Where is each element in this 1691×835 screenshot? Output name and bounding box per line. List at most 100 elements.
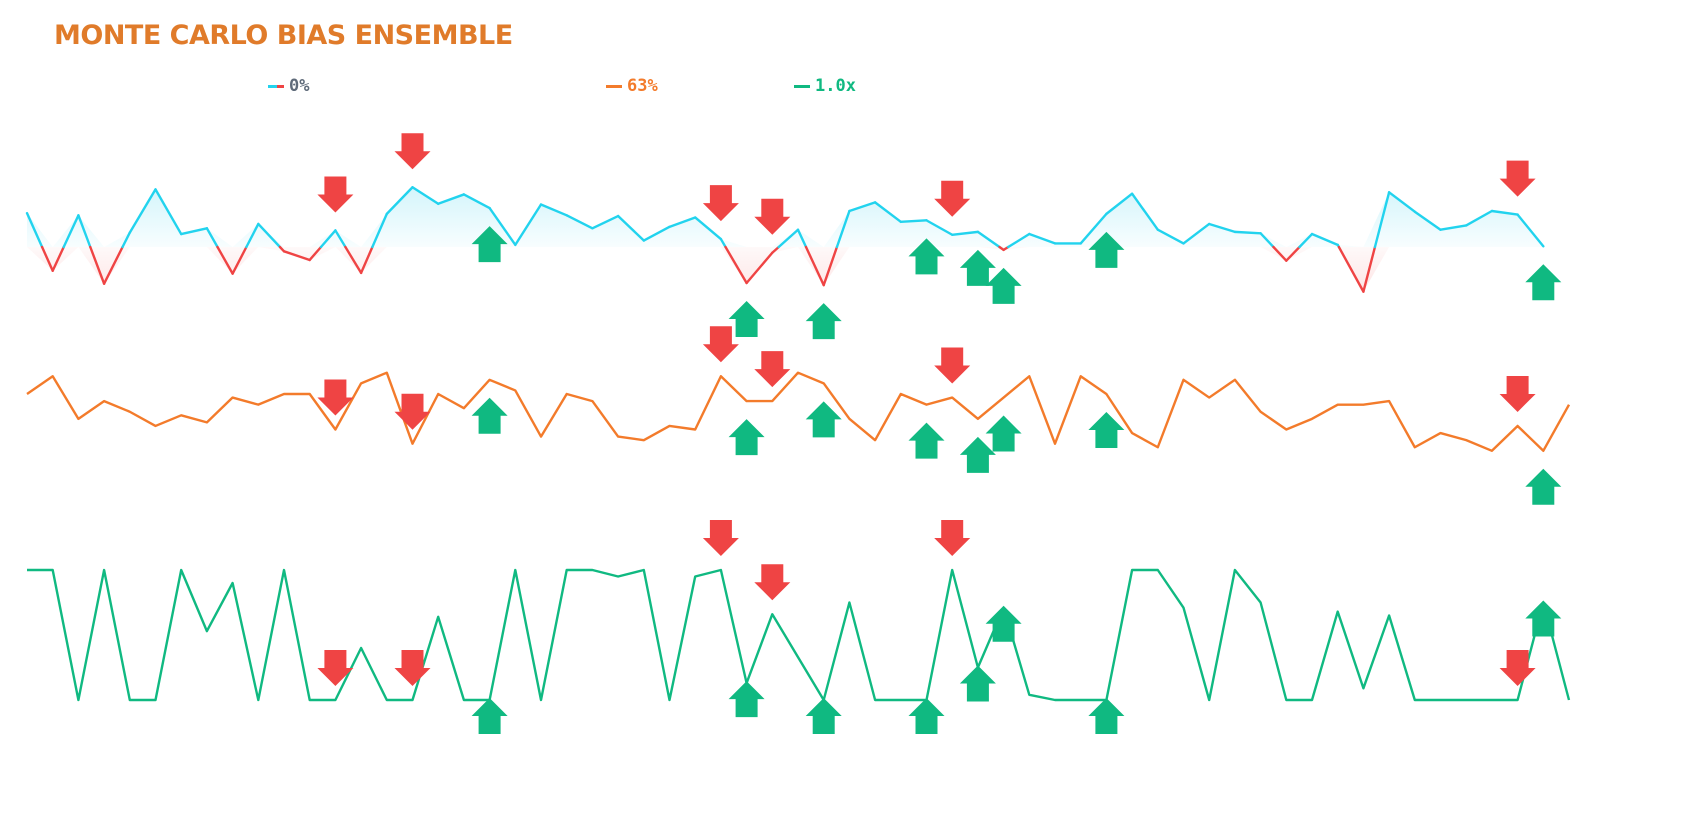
scale-up-arrow-icon: [1088, 698, 1125, 734]
bias-line-segment: [371, 212, 388, 249]
bias-line-segment: [1490, 209, 1519, 216]
pct-up-arrow-icon: [728, 419, 765, 456]
bias-down-arrow-icon: [317, 176, 354, 213]
bias-line-segment: [1387, 191, 1417, 213]
bias-line-segment: [1259, 232, 1275, 249]
bias-line-segment: [591, 214, 620, 230]
pct-series-line: [26, 371, 1571, 452]
pct-down-arrow-icon: [1499, 375, 1536, 412]
pct-up-arrow-icon: [1525, 468, 1562, 505]
bias-line-segment: [804, 245, 825, 287]
bias-line-segment: [745, 251, 774, 285]
bias-line-segment: [319, 229, 337, 249]
legend-swatch-scale-icon: [794, 84, 810, 88]
bias-line-segment: [1028, 232, 1057, 245]
bias-positive-area: [27, 187, 1544, 247]
scale-down-arrow-icon: [1499, 650, 1536, 686]
legend-item-pct[interactable]: 63%: [606, 76, 658, 96]
page-title: MONTE CARLO BIAS ENSEMBLE: [54, 20, 513, 51]
pct-up-arrow-icon: [959, 436, 996, 473]
legend-label-pct: 63%: [627, 76, 658, 96]
bias-down-arrow-icon: [754, 198, 791, 235]
bias-up-arrow-icon: [1525, 264, 1562, 301]
scale-series-line: [27, 568, 1571, 702]
bias-line-segment: [385, 186, 414, 216]
bias-line-segment: [1439, 224, 1468, 231]
bias-line-segment: [205, 227, 219, 249]
scale-up-arrow-icon: [805, 698, 842, 734]
bias-line-segment: [925, 219, 954, 236]
pct-up-arrow-icon: [805, 401, 842, 438]
bias-line-segment: [724, 245, 748, 285]
legend-label-bias: 0%: [289, 76, 310, 96]
bias-line-segment: [1285, 245, 1301, 262]
bias-line-segment: [1207, 222, 1237, 234]
bias-line-segment: [257, 222, 282, 249]
bias-down-arrow-icon: [702, 185, 739, 222]
bias-up-arrow-icon: [471, 226, 508, 263]
bias-line-segment: [1362, 245, 1377, 293]
bias-line-segment: [514, 203, 543, 247]
bias-line-segment: [694, 216, 723, 241]
bias-line-segment: [62, 214, 80, 249]
bias-line-segment: [951, 230, 980, 236]
bias-line-segment: [616, 214, 645, 242]
bias-line-segment: [308, 245, 323, 262]
scale-up-arrow-icon: [1525, 600, 1562, 637]
bias-line-segment: [1337, 245, 1365, 293]
bias-line-segment: [231, 245, 248, 275]
bias-line-segment: [1156, 228, 1185, 245]
bias-line-segment: [245, 222, 260, 249]
bias-line-segment: [873, 201, 902, 224]
bias-line-segment: [539, 203, 568, 217]
scale-up-arrow-icon: [471, 698, 508, 734]
bias-line-segment: [1105, 192, 1134, 216]
bias-line-segment: [835, 209, 851, 249]
bias-line-segment: [154, 188, 183, 236]
bias-line-segment: [899, 219, 928, 224]
scale-down-arrow-icon: [317, 650, 354, 686]
bias-line-segment: [216, 245, 234, 275]
bias-up-arrow-icon: [908, 238, 945, 275]
bias-line-segment: [437, 193, 466, 206]
pct-up-arrow-icon: [471, 397, 508, 434]
legend-item-bias[interactable]: 0%: [268, 76, 309, 96]
bias-line-segment: [25, 211, 44, 249]
scale-down-arrow-icon: [702, 520, 739, 556]
bias-line-segment: [1079, 212, 1108, 245]
pct-down-arrow-icon: [394, 393, 431, 430]
bias-line-segment: [565, 214, 594, 230]
bias-line-segment: [1130, 192, 1160, 231]
legend-label-scale: 1.0x: [815, 76, 856, 96]
bias-line-segment: [1182, 222, 1211, 245]
bias-line-segment: [642, 225, 671, 242]
bias-line-segment: [121, 231, 132, 249]
bias-down-arrow-icon: [1499, 160, 1536, 197]
pct-down-arrow-icon: [934, 347, 971, 384]
scale-up-arrow-icon: [959, 665, 996, 702]
bias-line-segment: [1373, 191, 1391, 249]
bias-down-arrow-icon: [394, 133, 431, 170]
legend-item-scale[interactable]: 1.0x: [794, 76, 856, 96]
bias-line-segment: [777, 228, 800, 249]
scale-up-arrow-icon: [908, 698, 945, 734]
bias-line-segment: [77, 214, 92, 249]
scale-up-arrow-icon: [985, 605, 1022, 642]
bias-line-segment: [976, 230, 1001, 249]
bias-line-segment: [282, 250, 311, 262]
bias-line-segment: [1272, 245, 1288, 262]
bias-line-segment: [334, 229, 347, 249]
pct-down-arrow-icon: [702, 326, 739, 363]
bias-negative-area: [27, 247, 1544, 292]
bias-line-segment: [1516, 213, 1545, 248]
bias-line-segment: [359, 245, 374, 275]
pct-up-arrow-icon: [1088, 412, 1125, 448]
bias-line-segment: [51, 245, 65, 272]
pct-down-arrow-icon: [754, 351, 791, 388]
bias-line-segment: [488, 206, 517, 247]
legend-swatch-bias-icon: [268, 84, 284, 88]
bias-up-arrow-icon: [985, 267, 1022, 304]
scale-down-arrow-icon: [394, 650, 431, 686]
scale-down-arrow-icon: [754, 564, 791, 601]
